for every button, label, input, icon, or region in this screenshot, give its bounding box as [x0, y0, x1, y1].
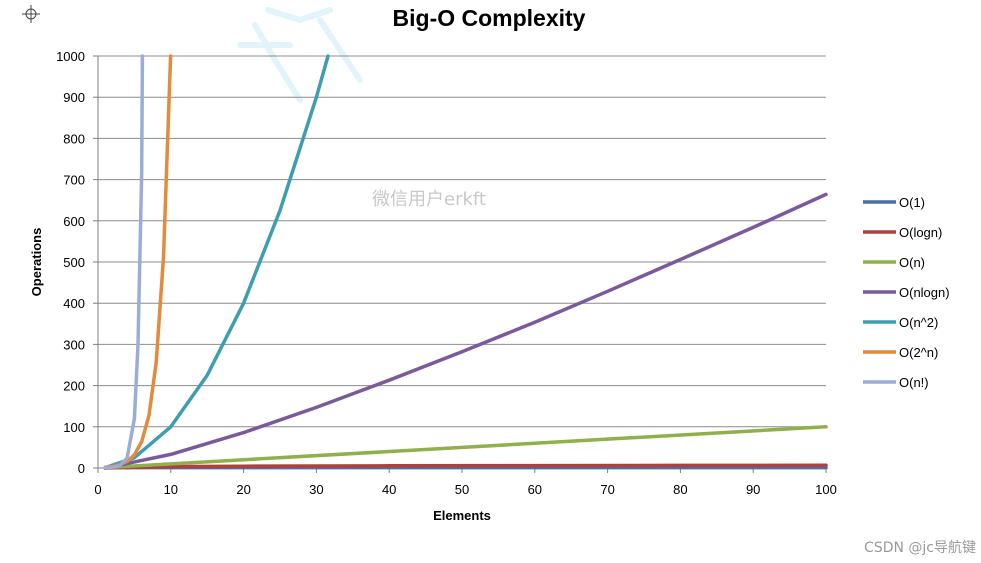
x-tick-label: 30: [309, 482, 323, 497]
y-tick-label: 1000: [56, 49, 85, 64]
legend-label: O(n^2): [899, 315, 938, 330]
y-tick-label: 900: [63, 90, 85, 105]
legend: O(1) O(logn) O(n) O(nlogn) O(n^2) O(2^n) O(n!): [863, 195, 950, 390]
x-tick-label: 90: [746, 482, 760, 497]
x-tick-label: 20: [236, 482, 250, 497]
legend-label: O(n!): [899, 375, 929, 390]
legend-label: O(1): [899, 195, 925, 210]
y-tick-label: 200: [63, 379, 85, 394]
legend-label: O(nlogn): [899, 285, 950, 300]
y-tick-label: 800: [63, 131, 85, 146]
x-tick-label: 100: [815, 482, 837, 497]
chart-title: Big-O Complexity: [393, 5, 586, 31]
series-line-5: [103, 54, 330, 470]
watermark-text: 微信用户erkft: [372, 189, 486, 210]
axes: 0 100 200 300 400 500 600 700 800 900 1000 0 10 20 30 4…: [56, 49, 837, 497]
x-tick-label: 50: [455, 482, 469, 497]
x-tick-label: 60: [528, 482, 542, 497]
series-lines: [103, 54, 828, 470]
legend-label: O(n): [899, 255, 925, 270]
background-watermark-shape: [237, 7, 363, 103]
y-axis-title: Operations: [29, 228, 44, 297]
grid: [98, 55, 826, 469]
series-line-3: [103, 425, 828, 470]
series-line-2: [103, 463, 828, 470]
y-tick-label: 600: [63, 214, 85, 229]
crosshair-icon[interactable]: [22, 5, 40, 23]
x-tick-label: 0: [94, 482, 101, 497]
y-tick-label: 100: [63, 420, 85, 435]
x-tick-label: 80: [673, 482, 687, 497]
y-tick-label: 400: [63, 296, 85, 311]
x-tick-label: 40: [382, 482, 396, 497]
x-tick-label: 70: [600, 482, 614, 497]
credit-text: CSDN @jc导航键: [864, 540, 976, 556]
y-tick-label: 700: [63, 173, 85, 188]
legend-label: O(logn): [899, 225, 942, 240]
y-tick-label: 300: [63, 337, 85, 352]
x-tick-label: 10: [164, 482, 178, 497]
legend-label: O(2^n): [899, 345, 938, 360]
series-line-4: [103, 192, 828, 470]
x-axis-title: Elements: [433, 508, 491, 523]
series-line-7: [103, 54, 145, 470]
y-tick-label: 500: [63, 255, 85, 270]
y-tick-label: 0: [78, 461, 85, 476]
